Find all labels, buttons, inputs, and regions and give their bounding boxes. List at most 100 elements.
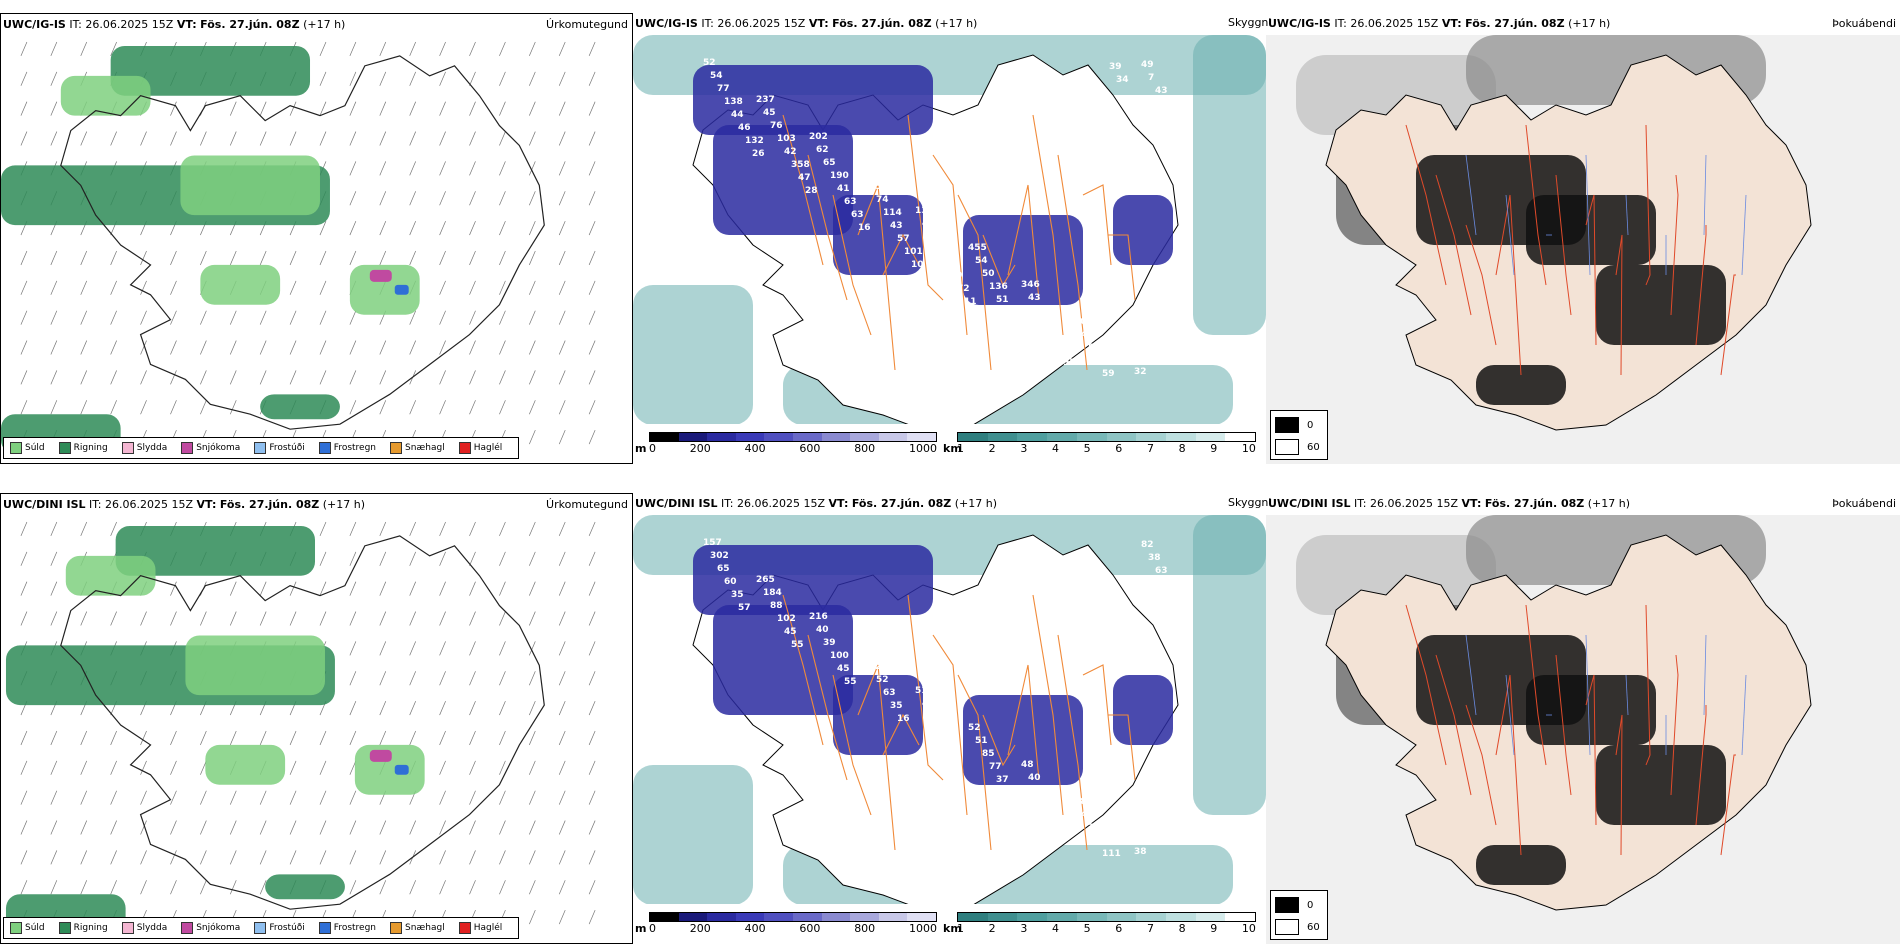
wind-barb — [200, 611, 207, 626]
wind-barb — [529, 820, 536, 835]
wind-barb — [499, 131, 506, 146]
colorbar-segment — [1165, 433, 1196, 441]
panel-type-title: Þokuábendi — [1832, 17, 1896, 30]
road-line — [1670, 174, 1679, 316]
init-time: 26.06.2025 15Z — [1370, 497, 1459, 510]
colorbar-tick: 1 — [957, 442, 964, 455]
wind-barb — [140, 790, 147, 805]
fog-legend-item: 60 — [1275, 919, 1323, 935]
road-line — [1108, 234, 1136, 301]
wind-barb — [499, 820, 506, 835]
ceiling-value-label: 50 — [1049, 332, 1062, 342]
wind-barb — [259, 850, 267, 865]
river-line — [1465, 154, 1477, 236]
colorbar-tick: 2 — [988, 922, 996, 935]
colorbar-segment — [707, 433, 736, 441]
wind-barb — [439, 880, 446, 895]
wind-barb — [200, 400, 207, 415]
wind-barb — [379, 671, 387, 686]
wind-barb — [259, 581, 267, 596]
wind-barb — [469, 880, 476, 895]
wind-barb — [259, 820, 267, 835]
ceiling-value-label: 309 — [1074, 317, 1093, 327]
wind-barb — [259, 310, 267, 325]
fog-legend-swatch — [1275, 439, 1299, 455]
colorbar-unit: km — [943, 922, 962, 935]
wind-barb — [259, 730, 267, 746]
ceiling-colorbar: m 0 200 400 600 800 1000 — [635, 432, 937, 462]
wind-barb — [50, 280, 58, 295]
wind-barb — [499, 370, 506, 385]
road-line — [1695, 225, 1707, 346]
legend-item: Snæhagl — [390, 442, 445, 454]
colorbar-segment — [878, 913, 908, 921]
wind-barb — [289, 131, 297, 146]
wind-barb — [20, 250, 28, 266]
road-line — [1525, 124, 1547, 286]
wind-barb — [259, 880, 267, 895]
wind-barb — [229, 310, 237, 325]
wind-barb — [588, 700, 596, 716]
wind-barb — [409, 41, 417, 57]
wind-barb — [170, 820, 177, 835]
wind-barb — [229, 400, 237, 415]
wind-barb — [349, 820, 357, 835]
ceiling-value-label: 51 — [996, 295, 1009, 305]
wind-barb — [289, 280, 297, 295]
wind-barb — [529, 521, 536, 537]
fog-index-panel-row2: UWC/DINI ISL IT: 26.06.2025 15Z VT: Fös.… — [1266, 493, 1900, 944]
legend-swatch — [390, 442, 403, 454]
wind-barb — [409, 161, 417, 176]
wind-barb — [140, 850, 147, 865]
wind-barb — [319, 250, 327, 266]
wind-barb — [229, 880, 237, 895]
legend-swatch — [458, 922, 471, 934]
legend-item: Frostregn — [318, 442, 377, 454]
wind-barb — [20, 820, 28, 835]
wind-barb — [439, 850, 446, 865]
wind-barb — [379, 71, 387, 86]
wind-barb — [349, 700, 357, 716]
wind-barb — [558, 191, 566, 206]
precip-map — [1, 36, 632, 463]
wind-barb — [588, 760, 596, 775]
snow-area — [369, 269, 392, 282]
legend-swatch — [121, 922, 134, 934]
wind-barb — [200, 310, 207, 325]
wind-barb — [409, 551, 417, 566]
colorbar-segment — [1195, 433, 1226, 441]
wind-barb — [319, 790, 327, 805]
colorbar-tick: 4 — [1051, 922, 1059, 935]
road-line — [1405, 604, 1447, 766]
wind-barb — [259, 340, 267, 355]
colorbar-segment — [878, 433, 908, 441]
wind-barb — [110, 400, 117, 415]
road-line — [1670, 654, 1679, 796]
init-time: 26.06.2025 15Z — [1350, 17, 1439, 30]
wind-barb — [319, 611, 327, 626]
precip-area — [349, 264, 420, 315]
colorbar-tick: 0 — [649, 922, 656, 935]
colorbar-tick: 4 — [1051, 442, 1059, 455]
ceiling-value-label: 108 — [862, 169, 881, 179]
wind-barb — [289, 340, 297, 355]
wind-barb — [529, 611, 536, 626]
wind-barb — [379, 220, 387, 236]
road-line — [957, 674, 992, 851]
colorbar-segment — [1076, 433, 1107, 441]
wind-barb — [319, 310, 327, 325]
road-line — [782, 594, 824, 746]
wind-barb — [558, 41, 566, 57]
ceiling-value-label: 52 — [1095, 356, 1108, 366]
ceiling-value-label: 72 — [957, 284, 970, 294]
ceiling-value-label: 44 — [731, 110, 744, 120]
ceiling-value-label: 358 — [791, 160, 810, 170]
wind-barb — [409, 71, 417, 86]
colorbar-segment — [821, 913, 851, 921]
legend-swatch — [318, 442, 331, 454]
wind-barb — [499, 521, 506, 537]
ceiling-value-label: 85 — [982, 749, 995, 759]
road-line — [1435, 654, 1472, 796]
colorbar-segment — [764, 433, 793, 441]
legend-label: Frostregn — [333, 443, 377, 453]
